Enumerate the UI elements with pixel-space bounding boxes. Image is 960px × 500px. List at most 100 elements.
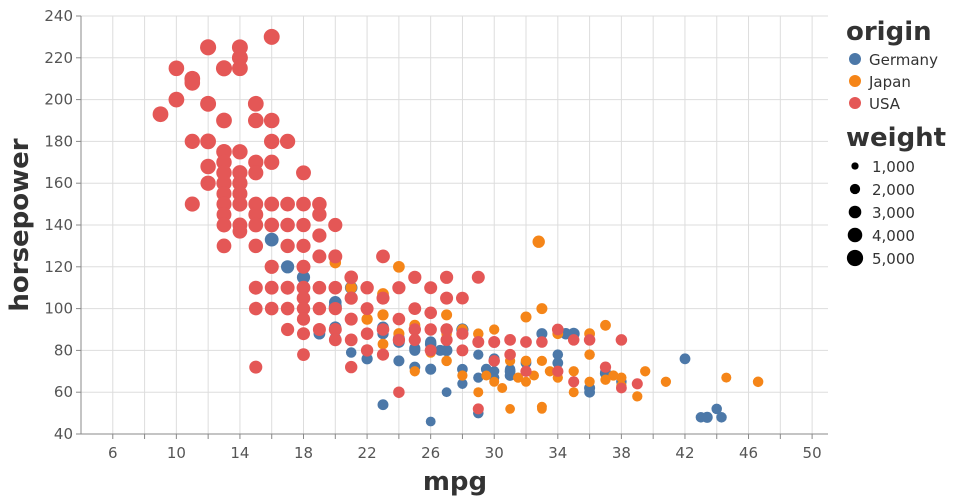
data-point-japan bbox=[536, 355, 548, 367]
data-point-usa bbox=[392, 281, 406, 295]
data-point-usa bbox=[200, 158, 216, 175]
data-point-usa bbox=[392, 312, 406, 326]
legend-size-title: weight bbox=[846, 123, 946, 153]
data-point-germany bbox=[711, 403, 722, 415]
data-point-usa bbox=[488, 355, 500, 367]
data-point-japan bbox=[568, 387, 579, 398]
data-point-usa bbox=[263, 28, 280, 45]
data-point-usa bbox=[440, 291, 454, 305]
data-point-usa bbox=[328, 249, 343, 264]
data-point-japan bbox=[752, 376, 764, 388]
data-point-usa bbox=[488, 336, 501, 348]
data-point-japan bbox=[345, 281, 357, 294]
data-point-usa bbox=[360, 302, 374, 316]
data-point-germany bbox=[473, 372, 484, 383]
data-point-usa bbox=[216, 175, 232, 191]
data-point-japan bbox=[536, 303, 548, 315]
data-point-usa bbox=[200, 39, 217, 56]
data-point-usa bbox=[264, 196, 280, 212]
data-point-usa bbox=[296, 280, 311, 295]
data-point-usa bbox=[216, 186, 232, 202]
data-point-japan bbox=[473, 387, 484, 398]
data-point-usa bbox=[184, 133, 200, 150]
data-point-usa bbox=[376, 348, 390, 361]
data-point-japan bbox=[505, 404, 515, 414]
data-point-usa bbox=[184, 196, 200, 212]
data-point-usa bbox=[471, 270, 485, 284]
data-point-japan bbox=[489, 324, 500, 335]
data-point-usa bbox=[216, 238, 232, 254]
data-point-usa bbox=[296, 291, 311, 305]
data-point-germany bbox=[536, 328, 548, 340]
data-point-usa bbox=[263, 112, 280, 129]
x-tick-label: 26 bbox=[421, 444, 440, 462]
data-point-germany bbox=[473, 349, 484, 360]
data-point-usa bbox=[504, 334, 516, 346]
data-point-usa bbox=[200, 133, 216, 150]
data-point-usa bbox=[296, 196, 311, 212]
legend-size-label: 5,000 bbox=[872, 250, 915, 268]
data-point-usa bbox=[249, 360, 263, 374]
y-tick-label: 40 bbox=[54, 425, 73, 443]
data-point-usa bbox=[456, 344, 469, 357]
data-point-japan bbox=[600, 374, 611, 385]
legend-label-germany: Germany bbox=[869, 51, 938, 69]
data-point-usa bbox=[168, 91, 185, 108]
x-tick-label: 30 bbox=[485, 444, 504, 462]
data-point-germany bbox=[716, 412, 727, 423]
data-point-japan bbox=[544, 366, 556, 377]
data-point-usa bbox=[248, 196, 264, 212]
data-point-usa bbox=[536, 336, 548, 348]
data-point-usa bbox=[215, 60, 233, 77]
data-point-japan bbox=[441, 309, 453, 321]
data-point-usa bbox=[551, 323, 564, 336]
data-point-usa bbox=[599, 361, 612, 373]
data-point-usa bbox=[297, 348, 310, 361]
x-tick-label: 10 bbox=[167, 444, 186, 462]
data-point-germany bbox=[504, 365, 516, 377]
data-point-usa bbox=[520, 365, 532, 377]
data-point-usa bbox=[248, 112, 264, 129]
x-tick-label: 50 bbox=[803, 444, 822, 462]
data-point-usa bbox=[439, 270, 454, 284]
data-point-japan bbox=[568, 366, 579, 377]
data-point-germany bbox=[361, 353, 373, 365]
data-point-usa bbox=[168, 60, 185, 77]
data-point-germany bbox=[457, 378, 468, 389]
data-point-usa bbox=[344, 333, 358, 347]
data-point-usa bbox=[232, 60, 248, 77]
data-point-usa bbox=[328, 280, 343, 295]
data-point-usa bbox=[393, 386, 405, 398]
data-point-germany bbox=[264, 232, 279, 247]
data-point-germany bbox=[441, 387, 452, 398]
data-point-japan bbox=[520, 355, 532, 367]
data-point-usa bbox=[312, 228, 327, 243]
y-axis-title: horsepower bbox=[5, 138, 35, 311]
legend-size-symbol bbox=[848, 205, 862, 219]
data-point-usa bbox=[280, 280, 295, 295]
data-point-usa bbox=[264, 217, 280, 233]
data-point-germany bbox=[409, 342, 421, 354]
data-point-germany bbox=[345, 347, 357, 358]
data-point-usa bbox=[216, 217, 232, 233]
data-point-usa bbox=[424, 344, 437, 357]
data-point-germany bbox=[377, 399, 389, 411]
data-point-usa bbox=[360, 280, 374, 295]
y-tick-label: 120 bbox=[44, 258, 73, 276]
data-point-usa bbox=[280, 238, 295, 254]
legend-size-label: 4,000 bbox=[872, 227, 915, 245]
legend-symbol-usa bbox=[849, 97, 861, 109]
data-point-japan bbox=[528, 370, 540, 381]
data-point-usa bbox=[264, 301, 279, 316]
data-point-usa bbox=[344, 312, 358, 326]
data-point-japan bbox=[532, 235, 545, 248]
data-point-japan bbox=[520, 311, 532, 323]
data-point-usa bbox=[152, 106, 169, 123]
data-point-japan bbox=[584, 376, 595, 387]
data-point-usa bbox=[232, 196, 248, 212]
data-point-usa bbox=[328, 322, 342, 337]
x-tick-label: 22 bbox=[358, 444, 377, 462]
data-point-usa bbox=[280, 196, 295, 212]
data-point-japan bbox=[361, 313, 373, 325]
